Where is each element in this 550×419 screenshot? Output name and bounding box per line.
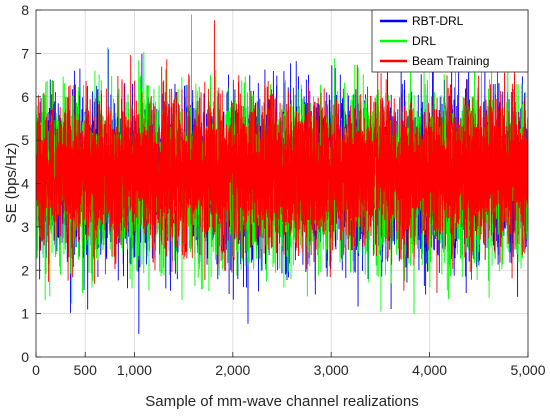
y-tick-label: 2: [21, 262, 29, 278]
y-tick-label: 1: [21, 306, 29, 322]
series-layer: [36, 14, 528, 334]
y-axis-title: SE (bps/Hz): [3, 143, 20, 224]
legend: RBT-DRL DRL Beam Training: [371, 9, 529, 73]
y-tick-label: 3: [21, 219, 29, 235]
series-line-beam-training: [36, 20, 528, 293]
x-tick-label: 500: [74, 362, 98, 378]
x-tick-label: 4,000: [412, 362, 447, 378]
x-tick-label: 3,000: [314, 362, 349, 378]
y-tick-label: 0: [21, 349, 29, 365]
x-tick-label: 5,000: [510, 362, 545, 378]
x-tick-label: 0: [32, 362, 40, 378]
y-tick-label: 5: [21, 132, 29, 148]
x-tick-label: 1,000: [117, 362, 152, 378]
legend-label-rbt-drl: RBT-DRL: [412, 14, 464, 28]
x-tick-label: 2,000: [215, 362, 250, 378]
y-tick-label: 8: [21, 2, 29, 18]
legend-label-drl: DRL: [412, 34, 436, 48]
legend-label-beam-training: Beam Training: [412, 54, 489, 68]
axis-ticks: 0 500 1,000 2,000 3,000 4,000 5,000 0 1 2 3 4 5 6 7 8: [21, 2, 546, 378]
y-tick-label: 4: [21, 176, 29, 192]
y-tick-label: 6: [21, 89, 29, 105]
y-tick-label: 7: [21, 45, 29, 61]
x-axis-title: Sample of mm-wave channel realizations: [145, 393, 418, 410]
